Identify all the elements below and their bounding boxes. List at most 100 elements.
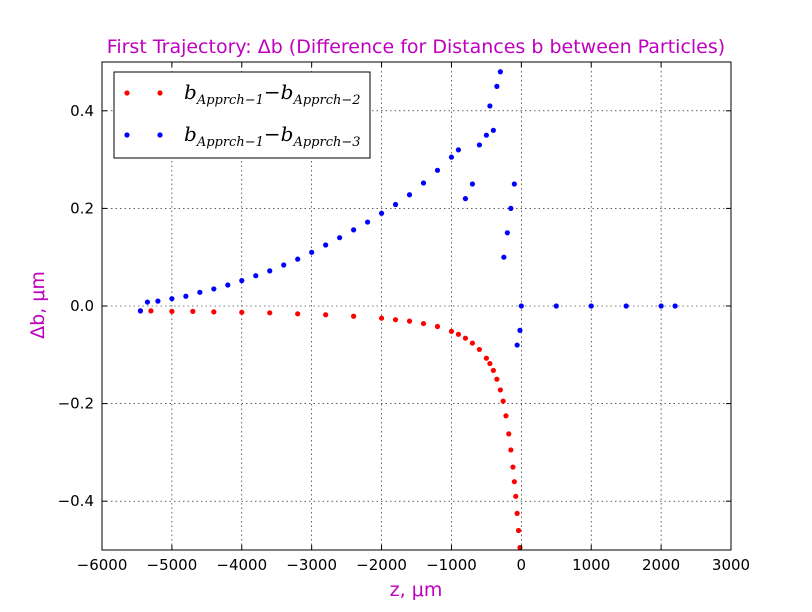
data-point bbox=[487, 103, 493, 109]
data-point bbox=[351, 227, 357, 233]
data-point bbox=[253, 273, 259, 279]
data-point bbox=[504, 230, 510, 236]
x-tick-label: −1000 bbox=[426, 556, 477, 574]
data-point bbox=[476, 142, 482, 148]
x-tick-label: −6000 bbox=[77, 556, 128, 574]
data-point bbox=[497, 69, 503, 75]
x-tick-label: −5000 bbox=[147, 556, 198, 574]
x-axis-label: z, μm bbox=[390, 579, 443, 601]
x-tick-label: −4000 bbox=[216, 556, 267, 574]
data-point bbox=[672, 303, 678, 309]
y-tick-label: 0.0 bbox=[70, 297, 94, 315]
data-point bbox=[514, 510, 520, 516]
data-point bbox=[169, 296, 175, 302]
data-point bbox=[476, 346, 482, 353]
data-point bbox=[378, 210, 385, 216]
data-point bbox=[511, 181, 517, 187]
y-tick-label: 0.2 bbox=[70, 199, 94, 217]
data-point bbox=[483, 355, 489, 361]
data-point bbox=[448, 328, 455, 334]
data-point bbox=[514, 342, 520, 348]
data-point bbox=[420, 320, 427, 327]
data-point bbox=[225, 282, 231, 288]
legend-box bbox=[113, 71, 371, 159]
data-point bbox=[155, 298, 161, 304]
data-point bbox=[510, 464, 516, 470]
data-point bbox=[518, 303, 524, 309]
data-point bbox=[497, 387, 503, 393]
data-point bbox=[148, 308, 154, 314]
data-point bbox=[137, 308, 144, 314]
data-point bbox=[515, 527, 522, 534]
series-2 bbox=[137, 69, 678, 348]
data-point bbox=[295, 311, 301, 317]
data-point bbox=[494, 83, 500, 89]
legend-entry-2: bApprch−1−bApprch−3 bbox=[184, 122, 361, 150]
data-point bbox=[144, 299, 151, 305]
data-point bbox=[239, 309, 245, 315]
data-point bbox=[455, 331, 462, 337]
data-point bbox=[511, 479, 517, 485]
data-point bbox=[434, 167, 441, 173]
y-tick-label: −0.2 bbox=[58, 395, 94, 413]
data-point bbox=[658, 303, 664, 309]
data-point bbox=[469, 340, 476, 346]
data-point bbox=[190, 308, 196, 314]
series-1 bbox=[137, 308, 523, 551]
data-point bbox=[517, 327, 523, 333]
data-point bbox=[508, 205, 514, 211]
data-point bbox=[406, 192, 413, 198]
data-point bbox=[462, 335, 469, 341]
axis-ticks: −6000 −5000 −4000 −3000 −2000 −1000 0 1000 2000 3… bbox=[58, 62, 750, 574]
y-tick-label: 0.4 bbox=[70, 102, 94, 120]
data-point bbox=[501, 254, 507, 260]
data-point bbox=[309, 249, 315, 255]
legend-marker bbox=[157, 132, 163, 138]
x-tick-label: −3000 bbox=[286, 556, 337, 574]
data-point bbox=[462, 196, 469, 202]
data-point bbox=[323, 312, 329, 318]
data-point bbox=[378, 315, 385, 321]
x-tick-label: 2000 bbox=[642, 556, 680, 574]
data-point bbox=[508, 447, 514, 453]
data-point bbox=[267, 310, 273, 316]
data-point bbox=[239, 278, 245, 284]
data-point bbox=[392, 201, 399, 208]
data-point bbox=[553, 303, 559, 309]
data-point bbox=[392, 317, 399, 323]
data-point bbox=[183, 293, 189, 299]
data-point bbox=[513, 493, 519, 499]
data-point bbox=[506, 431, 512, 437]
legend: bApprch−1−bApprch−2 bApprch−1−bApprch−3 bbox=[113, 71, 371, 159]
x-tick-label: 0 bbox=[517, 556, 527, 574]
data-point bbox=[503, 413, 509, 419]
data-point bbox=[211, 309, 217, 315]
plot-series bbox=[137, 69, 678, 551]
x-tick-label: 3000 bbox=[712, 556, 750, 574]
data-point bbox=[455, 147, 462, 153]
data-point bbox=[448, 154, 455, 160]
data-point bbox=[323, 242, 329, 248]
x-tick-label: 1000 bbox=[572, 556, 610, 574]
data-point bbox=[500, 398, 506, 404]
legend-marker bbox=[124, 132, 130, 138]
data-point bbox=[351, 313, 357, 319]
data-point bbox=[197, 289, 203, 295]
data-point bbox=[483, 132, 489, 138]
data-point bbox=[494, 376, 500, 382]
legend-entry-1: bApprch−1−bApprch−2 bbox=[184, 80, 361, 108]
y-tick-label: −0.4 bbox=[58, 492, 94, 510]
data-point bbox=[211, 286, 217, 292]
data-point bbox=[295, 256, 301, 262]
data-point bbox=[364, 219, 371, 225]
y-axis-label: Δb, μm bbox=[27, 271, 49, 339]
data-point bbox=[490, 127, 496, 133]
data-point bbox=[267, 268, 273, 274]
legend-marker bbox=[157, 90, 163, 96]
data-point bbox=[169, 308, 175, 314]
data-point bbox=[623, 303, 629, 309]
legend-marker bbox=[124, 90, 130, 96]
data-point bbox=[588, 303, 594, 309]
x-tick-label: −2000 bbox=[356, 556, 407, 574]
